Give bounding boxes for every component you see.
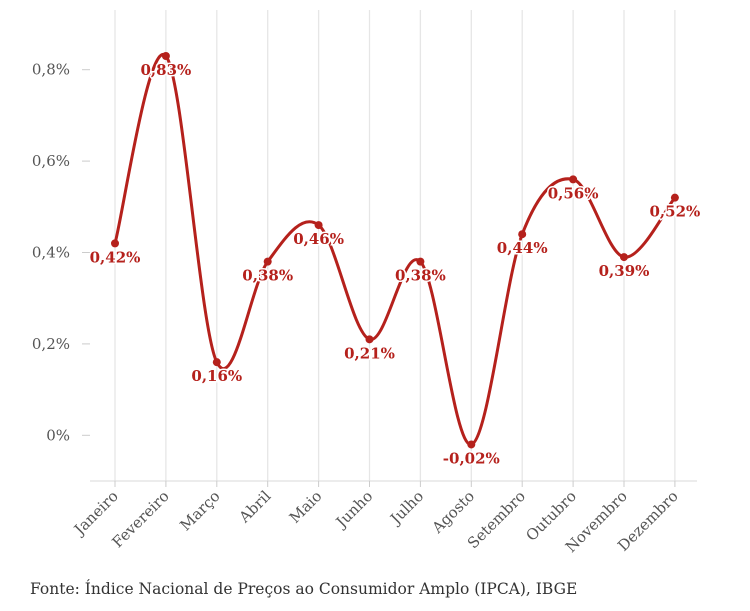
x-tick-label: Julho — [385, 487, 427, 529]
x-tick-label: Março — [176, 487, 223, 534]
y-tick-label: 0,4% — [32, 244, 70, 262]
data-label: 0,16% — [191, 367, 242, 385]
x-tick-label: Maio — [286, 487, 326, 527]
data-point[interactable] — [467, 440, 476, 449]
x-tick-label: Junho — [331, 487, 376, 532]
data-label: 0,56% — [548, 184, 599, 202]
y-tick-label: 0,2% — [32, 335, 70, 353]
data-label: 0,83% — [141, 61, 192, 79]
data-point[interactable] — [263, 257, 272, 266]
data-label: -0,02% — [443, 449, 500, 467]
y-tick-label: 0,8% — [32, 61, 70, 79]
data-label: 0,39% — [599, 262, 650, 280]
data-label: 0,38% — [242, 267, 293, 285]
data-point[interactable] — [518, 230, 527, 239]
data-point[interactable] — [670, 193, 679, 202]
series-layer — [111, 51, 679, 449]
data-point[interactable] — [314, 221, 323, 230]
grid-layer — [114, 10, 676, 481]
data-point[interactable] — [620, 253, 628, 262]
data-label: 0,38% — [395, 267, 446, 285]
label-layer: 0,42% 0,83% 0,16% 0,38% 0,46% 0,21% 0,38% -0,02… — [88, 59, 702, 468]
data-label: 0,21% — [344, 344, 395, 362]
data-point[interactable] — [569, 175, 578, 184]
y-tick-label: 0% — [46, 426, 70, 444]
x-tick-label: Abril — [235, 487, 275, 527]
source-note: Fonte: Índice Nacional de Preços ao Cons… — [30, 580, 578, 598]
x-tick-label: Agosto — [428, 487, 478, 537]
y-tick-label: 0,6% — [32, 152, 70, 170]
data-point[interactable] — [212, 358, 221, 367]
data-point[interactable] — [111, 239, 119, 248]
data-point[interactable] — [365, 335, 374, 344]
data-label: 0,52% — [650, 203, 701, 221]
data-point[interactable] — [416, 257, 425, 266]
data-label: 0,44% — [497, 239, 548, 257]
data-label: 0,42% — [90, 248, 141, 266]
data-point[interactable] — [161, 51, 170, 60]
data-label: 0,46% — [293, 230, 344, 248]
series-line — [113, 52, 677, 446]
